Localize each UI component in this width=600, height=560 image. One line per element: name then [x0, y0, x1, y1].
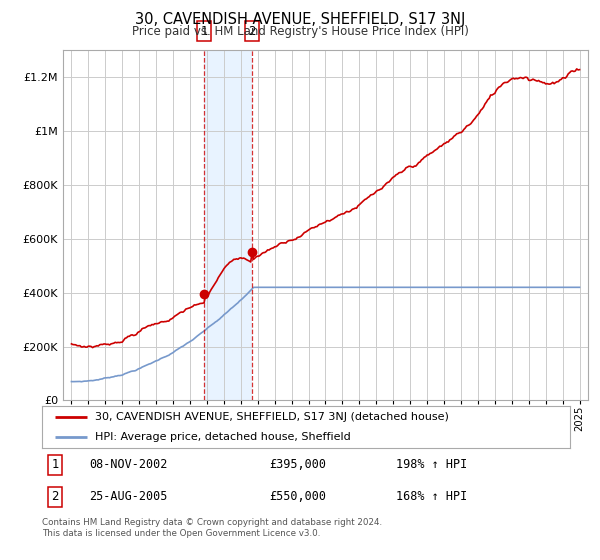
- Text: £395,000: £395,000: [269, 459, 326, 472]
- Text: 30, CAVENDISH AVENUE, SHEFFIELD, S17 3NJ: 30, CAVENDISH AVENUE, SHEFFIELD, S17 3NJ: [135, 12, 465, 27]
- Text: 2: 2: [52, 491, 59, 503]
- Text: 25-AUG-2005: 25-AUG-2005: [89, 491, 168, 503]
- Text: 1: 1: [52, 459, 59, 472]
- Text: Contains HM Land Registry data © Crown copyright and database right 2024.: Contains HM Land Registry data © Crown c…: [42, 518, 382, 527]
- Text: 1: 1: [200, 25, 208, 38]
- Text: 198% ↑ HPI: 198% ↑ HPI: [396, 459, 467, 472]
- Bar: [205, 50, 252, 400]
- Text: HPI: Average price, detached house, Sheffield: HPI: Average price, detached house, Shef…: [95, 432, 350, 442]
- Text: This data is licensed under the Open Government Licence v3.0.: This data is licensed under the Open Gov…: [42, 529, 320, 538]
- Text: £550,000: £550,000: [269, 491, 326, 503]
- Text: Price paid vs. HM Land Registry's House Price Index (HPI): Price paid vs. HM Land Registry's House …: [131, 25, 469, 38]
- Text: 2: 2: [248, 25, 256, 38]
- Text: 168% ↑ HPI: 168% ↑ HPI: [396, 491, 467, 503]
- Text: 08-NOV-2002: 08-NOV-2002: [89, 459, 168, 472]
- Text: 30, CAVENDISH AVENUE, SHEFFIELD, S17 3NJ (detached house): 30, CAVENDISH AVENUE, SHEFFIELD, S17 3NJ…: [95, 412, 449, 422]
